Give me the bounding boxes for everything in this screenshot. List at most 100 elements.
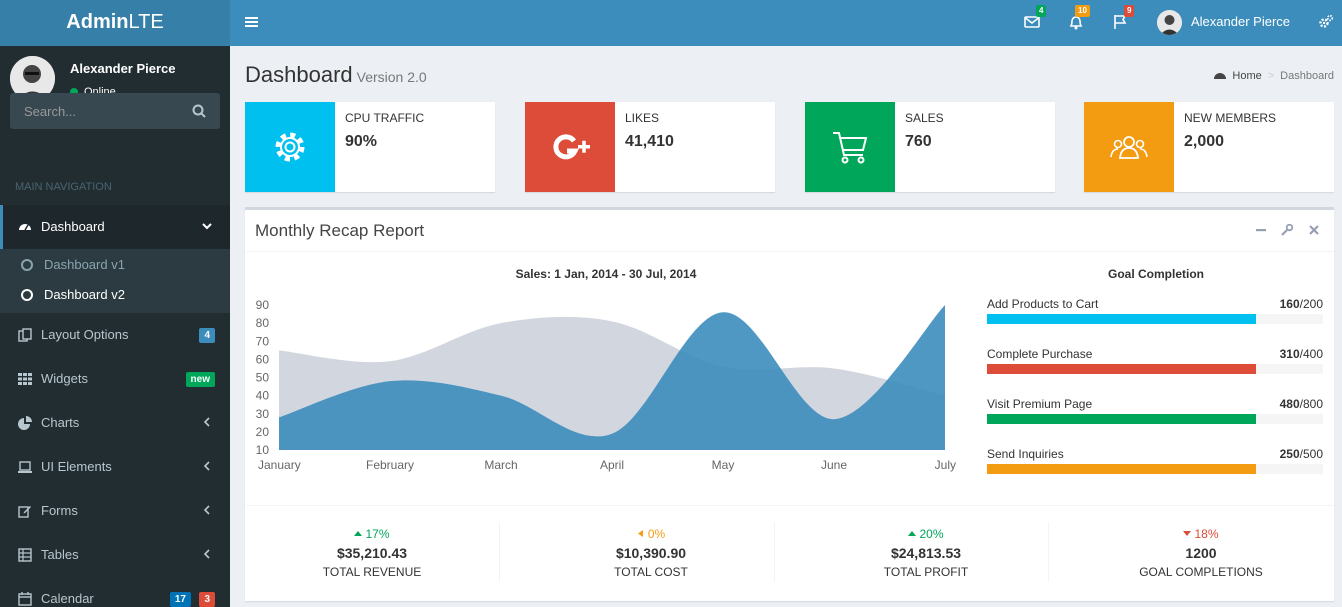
logo-bold: Admin [66, 11, 129, 33]
goal-total: /200 [1299, 297, 1323, 311]
y-tick-label: 20 [256, 425, 270, 439]
dashboard-small-icon [1214, 70, 1232, 82]
goal-label: Complete Purchase [987, 347, 1093, 361]
goal-total: /800 [1299, 397, 1323, 411]
y-tick-label: 90 [256, 298, 270, 312]
sidebar-item-widgets[interactable]: Widgets new [0, 357, 230, 401]
logo[interactable]: AdminLTE [0, 0, 230, 46]
table-icon [18, 548, 32, 562]
y-tick-label: 50 [256, 371, 270, 385]
goal-progress-bar [987, 464, 1256, 474]
sales-area-chart: 10 20 30 40 50 60 70 80 90 January February March Ap… [256, 298, 956, 472]
info-box-label: NEW MEMBERS [1184, 111, 1277, 125]
chevron-left-icon [202, 548, 212, 560]
sidebar: AdminLTE Alexander Pierce Online MAIN NA… [0, 0, 230, 607]
series-area-1 [279, 305, 945, 450]
page-title-text: Dashboard [245, 62, 353, 87]
chevron-left-icon [202, 504, 212, 516]
top-navbar: 4 10 9 Alexander Pierce [230, 0, 1342, 46]
info-box-icon-bg [1084, 102, 1174, 192]
flag-icon[interactable] [1112, 14, 1128, 30]
dashboard-icon [18, 220, 32, 234]
search-icon[interactable] [192, 104, 206, 118]
desc-amount: $10,390.90 [615, 545, 687, 561]
info-box-cpu-traffic: CPU TRAFFIC 90% [245, 102, 495, 192]
info-box-value: 760 [905, 133, 932, 150]
desc-pct-text: 18% [1194, 527, 1219, 541]
bell-icon[interactable] [1068, 14, 1084, 30]
goal-progress-track [987, 414, 1323, 424]
goal-progress-bar [987, 314, 1256, 324]
breadcrumb-separator: > [1267, 70, 1275, 82]
info-box-icon-bg [805, 102, 895, 192]
sidebar-item-ui-elements[interactable]: UI Elements [0, 445, 230, 489]
sidebar-item-dashboard-v1[interactable]: Dashboard v1 [0, 250, 230, 280]
laptop-icon [18, 460, 32, 474]
copy-icon [18, 328, 32, 342]
goal-progress-track [987, 364, 1323, 374]
goal-done: 310 [1279, 347, 1300, 361]
desc-divider [1048, 522, 1049, 582]
wrench-icon[interactable] [1281, 223, 1294, 236]
page-subtitle: Version 2.0 [356, 69, 427, 85]
goal-total: /500 [1299, 447, 1323, 461]
header-user-name[interactable]: Alexander Pierce [1191, 14, 1290, 29]
info-box-label: SALES [905, 111, 944, 125]
caret-down-icon [1183, 527, 1194, 541]
desc-percentage: 17% [245, 527, 499, 541]
users-icon [1110, 136, 1148, 159]
sidebar-item-calendar[interactable]: Calendar 17 3 [0, 577, 230, 607]
sidebar-item-tables[interactable]: Tables [0, 533, 230, 577]
desc-amount: $24,813.53 [890, 545, 962, 561]
sidebar-item-label: Layout Options [41, 327, 129, 342]
page-title: Dashboard Version 2.0 [245, 62, 427, 88]
sidebar-item-label: Dashboard [41, 219, 105, 234]
goal-label: Add Products to Cart [987, 297, 1099, 311]
edit-icon [18, 504, 32, 518]
caret-left-icon [637, 527, 648, 541]
gears-icon[interactable] [1318, 14, 1334, 30]
y-tick-label: 40 [256, 389, 270, 403]
goal-progress-bar [987, 364, 1256, 374]
goal-done: 480 [1279, 397, 1300, 411]
google-plus-icon [553, 134, 590, 160]
caret-up-icon [908, 527, 919, 541]
x-tick-label: April [600, 458, 624, 472]
x-tick-label: January [258, 458, 301, 472]
sidebar-item-dashboard[interactable]: Dashboard [0, 205, 230, 249]
chevron-left-icon [202, 460, 212, 472]
desc-pct-text: 0% [647, 527, 666, 541]
sidebar-item-forms[interactable]: Forms [0, 489, 230, 533]
desc-divider [774, 522, 775, 582]
sidebar-item-dashboard-v2[interactable]: Dashboard v2 [0, 280, 230, 310]
close-icon[interactable] [1308, 224, 1320, 236]
desc-block-goal-completions: 18% 1200 GOAL COMPLETIONS [1074, 527, 1328, 579]
th-icon [18, 372, 32, 386]
chevron-left-icon [202, 416, 212, 428]
sidebar-item-charts[interactable]: Charts [0, 401, 230, 445]
info-box-label: CPU TRAFFIC [345, 111, 425, 125]
breadcrumb-home-link[interactable]: Home [1232, 70, 1262, 82]
sidebar-item-label: Dashboard v1 [44, 257, 125, 272]
search-input[interactable] [10, 93, 180, 129]
layout-count-badge: 4 [199, 328, 215, 343]
cart-icon [833, 132, 868, 164]
sidebar-item-label: UI Elements [41, 459, 112, 474]
info-box-icon-bg [525, 102, 615, 192]
calendar-count-badge: 17 [169, 592, 191, 607]
minus-icon[interactable] [1255, 224, 1267, 236]
desc-block-profit: 20% $24,813.53 TOTAL PROFIT [799, 527, 1053, 579]
sidebar-item-layout-options[interactable]: Layout Options 4 [0, 313, 230, 357]
calendar-alert-badge: 3 [199, 592, 215, 607]
sidebar-item-label: Calendar [41, 591, 94, 606]
envelope-icon[interactable] [1024, 14, 1040, 30]
goal-done: 160 [1279, 297, 1300, 311]
header-avatar[interactable] [1157, 10, 1182, 35]
gear-icon [275, 132, 305, 162]
desc-label: TOTAL COST [614, 565, 688, 579]
sidebar-toggle-icon[interactable] [245, 16, 258, 28]
y-tick-label: 30 [256, 407, 270, 421]
goal-value: 310/400 [1280, 347, 1323, 361]
desc-pct-text: 17% [365, 527, 390, 541]
sidebar-item-label: Tables [41, 547, 79, 562]
